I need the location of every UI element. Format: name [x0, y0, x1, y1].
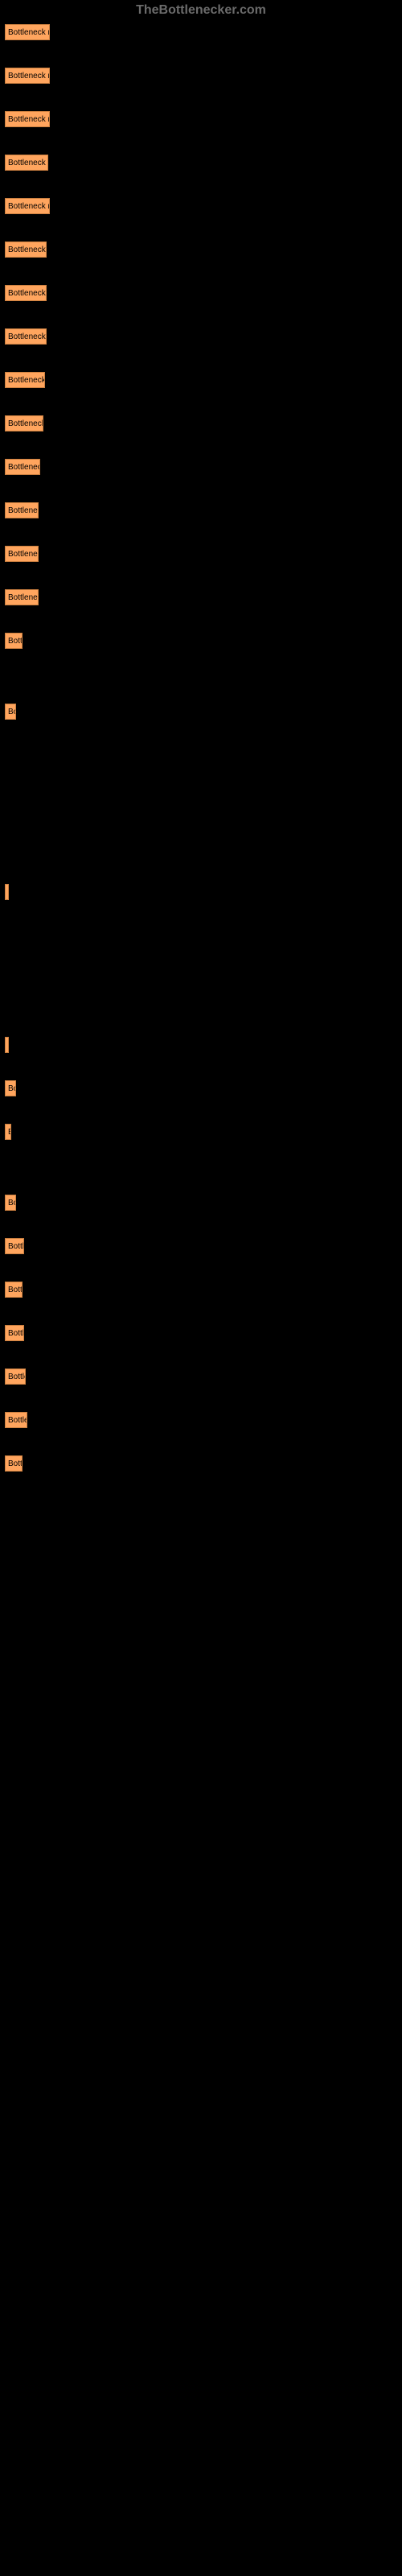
bar: Bottleneck r [5, 285, 47, 301]
bar-row: Bottlenec [5, 546, 50, 562]
bar-label: Bottle [8, 1329, 24, 1338]
bar-label: Bottleneck r [8, 246, 47, 254]
bar: Bo [5, 1080, 16, 1096]
bar: Bottleneck [5, 415, 43, 431]
bar-row: Bo [5, 1080, 50, 1096]
bar-row: Bottle [5, 1325, 50, 1341]
bar-label: Bottleneck r [8, 376, 45, 385]
bar-row: B [5, 1124, 50, 1140]
bar: Bottleneck re [5, 198, 50, 214]
bar-row: Bottleneck [5, 415, 50, 431]
bar: Bottleneck r [5, 155, 48, 171]
bar-label: Bottlenec [8, 550, 39, 559]
bar-label: Bottleneck re [8, 28, 50, 37]
bar: Bottle [5, 1368, 26, 1385]
bar-label: Bottlen [8, 1416, 27, 1425]
bar: Bottlenec [5, 502, 39, 518]
bar: Bottlen [5, 1412, 27, 1428]
bar: Bottleneck re [5, 111, 50, 127]
bar: Bottl [5, 633, 23, 649]
bar-label: Bottleneck re [8, 72, 50, 80]
bar-row: Bottle [5, 1368, 50, 1385]
bar-row: Bottl [5, 1282, 50, 1298]
bar-row: Bottle [5, 1238, 50, 1254]
bar: Bottleneck re [5, 24, 50, 40]
bar: Bottle [5, 1238, 24, 1254]
bar-row: Bottleneck re [5, 198, 50, 214]
bar-label: Bo [8, 708, 16, 716]
bar-row: Bottleneck r [5, 242, 50, 258]
bar: Bottl [5, 1455, 23, 1472]
bar-row: Bottl [5, 633, 50, 649]
bar-row: Bo [5, 704, 50, 720]
bar-row: Bottleneck r [5, 155, 50, 171]
bar: Bottleneck r [5, 242, 47, 258]
bar-label: Bottleneck r [8, 159, 48, 167]
bar-row: Bo [5, 1195, 50, 1211]
bar-row [5, 1037, 50, 1053]
bar-label: B [8, 1128, 11, 1137]
bar-label: Bottleneck [8, 419, 43, 428]
bar-row: Bottl [5, 1455, 50, 1472]
bar: Bottleneck [5, 459, 40, 475]
bar: B [5, 1124, 11, 1140]
bar: Bottlenec [5, 546, 39, 562]
bar-label: Bottleneck r [8, 332, 47, 341]
bar-label: Bottle [8, 1373, 26, 1381]
bar-row: Bottlenec [5, 589, 50, 605]
bar-row: Bottleneck r [5, 372, 50, 388]
bar [5, 884, 9, 900]
bar-row: Bottleneck re [5, 24, 50, 40]
bar-row: Bottlen [5, 1412, 50, 1428]
bar-row: Bottleneck r [5, 328, 50, 345]
bar: Bottleneck r [5, 328, 47, 345]
bar-row: Bottleneck re [5, 111, 50, 127]
bar-row: Bottleneck r [5, 285, 50, 301]
bar-label: Bo [8, 1084, 16, 1093]
bar-label: Bottlenec [8, 593, 39, 602]
bar-row: Bottleneck re [5, 68, 50, 84]
bar: Bottle [5, 1325, 24, 1341]
bar-label: Bottl [8, 637, 23, 646]
bar-label: Bottleneck r [8, 289, 47, 298]
bar-label: Bottleneck re [8, 202, 50, 211]
bar-label: Bottleneck re [8, 115, 50, 124]
bar-label: Bo [8, 1199, 16, 1208]
bar-label: Bottle [8, 1242, 24, 1251]
bar: Bottlenec [5, 589, 39, 605]
bar: Bottleneck re [5, 68, 50, 84]
bar-row: Bottleneck [5, 459, 50, 475]
header-text: TheBottlenecker.com [0, 3, 402, 18]
bar-row [5, 884, 50, 900]
bar: Bo [5, 704, 16, 720]
bar [5, 1037, 9, 1053]
bar: Bo [5, 1195, 16, 1211]
bar-label: Bottl [8, 1286, 23, 1294]
bar-label: Bottlenec [8, 506, 39, 515]
bar: Bottleneck r [5, 372, 45, 388]
bar-row: Bottlenec [5, 502, 50, 518]
bar-label: Bottl [8, 1459, 23, 1468]
bar: Bottl [5, 1282, 23, 1298]
bars-container: Bottleneck re Bottleneck re Bottleneck re B… [5, 24, 50, 1499]
bar-label: Bottleneck [8, 463, 40, 472]
